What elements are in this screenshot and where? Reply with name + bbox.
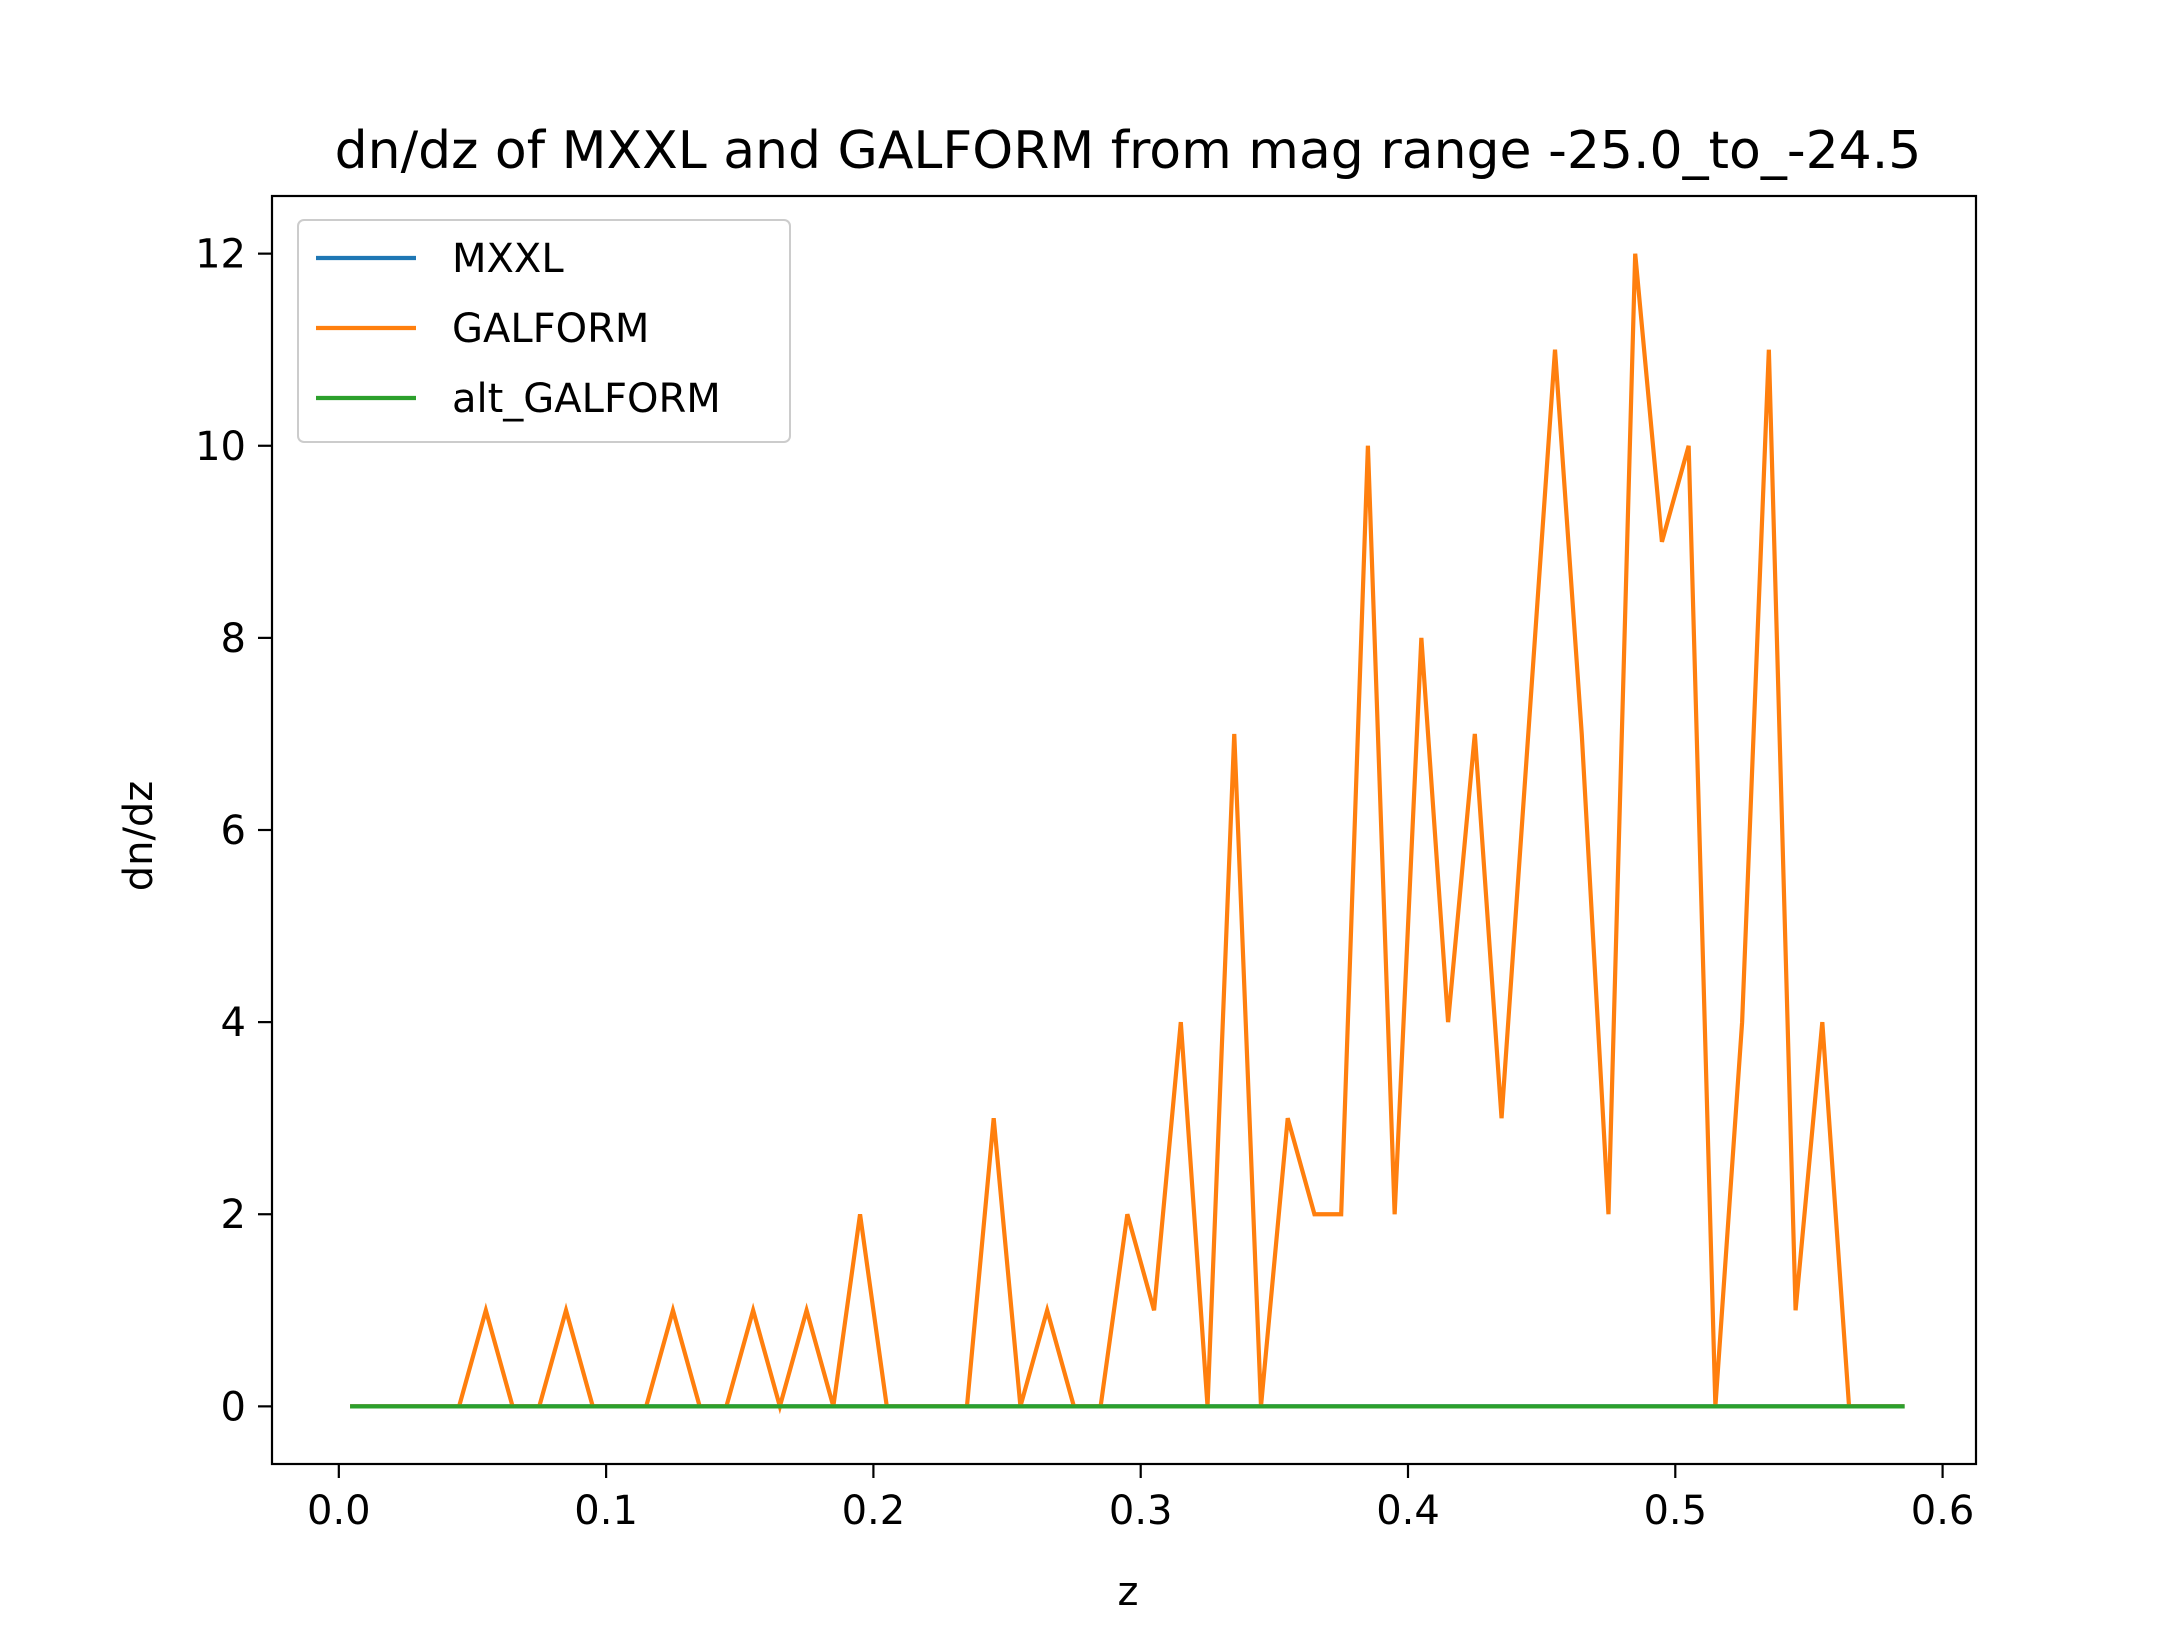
x-tick-label: 0.5: [1643, 1488, 1707, 1534]
x-tick-label: 0.1: [574, 1488, 638, 1534]
plot-area: 0.0 0.1 0.2 0.3 0.4 0.5 0.6 0 2 4 6 8 10 12: [195, 194, 1978, 1534]
x-tick-label: 0.6: [1911, 1488, 1975, 1534]
y-tick-label: 8: [221, 616, 246, 662]
y-tick-label: 2: [221, 1192, 246, 1238]
y-tick-label: 10: [195, 424, 246, 470]
x-axis-label: z: [1118, 1569, 1139, 1615]
legend-box: [297, 219, 791, 443]
x-tick-label: 0.2: [842, 1488, 906, 1534]
x-tick-label: 0.3: [1109, 1488, 1173, 1534]
y-axis-label: dn/dz: [116, 781, 162, 892]
legend-label-alt-galform: alt_GALFORM: [452, 376, 721, 422]
legend-label-galform: GALFORM: [452, 306, 649, 352]
y-tick-label: 12: [195, 232, 246, 278]
y-tick-label: 6: [221, 808, 246, 854]
x-tick-label: 0.0: [307, 1488, 371, 1534]
y-tick-label: 4: [221, 1000, 246, 1046]
chart-title: dn/dz of MXXL and GALFORM from mag range…: [335, 121, 1922, 181]
x-tick-label: 0.4: [1376, 1488, 1440, 1534]
legend: MXXL GALFORM alt_GALFORM: [297, 219, 791, 443]
y-tick-label: 0: [221, 1384, 246, 1430]
legend-label-mxxl: MXXL: [452, 236, 564, 282]
